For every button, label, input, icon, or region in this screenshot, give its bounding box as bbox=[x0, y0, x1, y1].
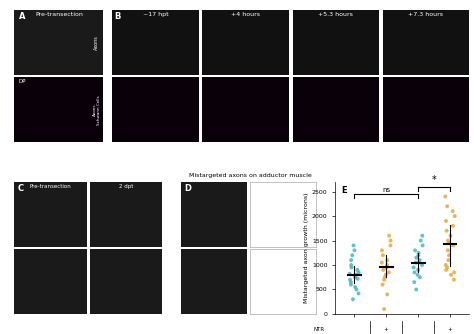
Point bbox=[442, 262, 449, 268]
Text: E: E bbox=[342, 186, 347, 195]
Point bbox=[449, 243, 457, 248]
Point bbox=[450, 270, 458, 275]
Text: Axons: Axons bbox=[94, 35, 99, 50]
Point bbox=[416, 275, 424, 280]
Point bbox=[419, 243, 427, 248]
Text: +5.3 hours: +5.3 hours bbox=[319, 12, 353, 17]
Point bbox=[447, 233, 454, 238]
Text: ns: ns bbox=[382, 187, 390, 193]
Point bbox=[410, 280, 418, 285]
Point bbox=[442, 194, 449, 199]
Point bbox=[380, 267, 387, 273]
Text: +7.3 hours: +7.3 hours bbox=[409, 12, 444, 17]
Point bbox=[450, 277, 458, 282]
Point bbox=[347, 262, 355, 268]
Point bbox=[443, 228, 450, 233]
Point bbox=[445, 258, 452, 263]
Point bbox=[383, 265, 390, 270]
Point bbox=[410, 265, 418, 270]
Point bbox=[381, 275, 389, 280]
Text: C: C bbox=[18, 184, 24, 193]
Text: Mistargeted axons on adductor muscle: Mistargeted axons on adductor muscle bbox=[189, 173, 312, 178]
Text: *: * bbox=[432, 175, 437, 185]
Point bbox=[352, 272, 360, 278]
Text: B: B bbox=[114, 12, 120, 21]
Point bbox=[347, 265, 355, 270]
Point bbox=[419, 233, 426, 238]
Point bbox=[350, 243, 357, 248]
Point bbox=[351, 248, 358, 253]
Text: Pre-transection: Pre-transection bbox=[35, 12, 83, 17]
Text: Axons
Schwann Cells: Axons Schwann Cells bbox=[92, 95, 101, 125]
Point bbox=[385, 270, 392, 275]
Text: NTR: NTR bbox=[313, 327, 324, 332]
Point bbox=[412, 260, 419, 265]
Y-axis label: Mistargeted axon growth (microns): Mistargeted axon growth (microns) bbox=[304, 193, 309, 303]
Point bbox=[354, 267, 361, 273]
Text: Pre-transection: Pre-transection bbox=[29, 184, 71, 189]
Text: +4 hours: +4 hours bbox=[231, 12, 260, 17]
Text: D: D bbox=[184, 184, 191, 193]
Text: ~17 hpt: ~17 hpt bbox=[143, 12, 168, 17]
Point bbox=[383, 262, 391, 268]
Point bbox=[351, 284, 359, 290]
Point bbox=[349, 297, 357, 302]
Text: Control: Control bbox=[0, 205, 4, 223]
Point bbox=[444, 248, 452, 253]
Point bbox=[379, 253, 387, 258]
Point bbox=[355, 291, 362, 296]
Point bbox=[378, 260, 385, 265]
Point bbox=[383, 258, 391, 263]
Point bbox=[444, 238, 452, 243]
Point bbox=[351, 275, 359, 280]
Point bbox=[445, 253, 453, 258]
Point bbox=[385, 233, 393, 238]
Point bbox=[451, 213, 458, 219]
Point bbox=[354, 276, 362, 281]
Point bbox=[387, 238, 394, 243]
Point bbox=[348, 253, 356, 258]
Point bbox=[416, 258, 423, 263]
Text: Ronidazole: Ronidazole bbox=[164, 268, 169, 295]
Point bbox=[355, 270, 363, 275]
Point bbox=[417, 238, 425, 243]
Point bbox=[418, 262, 426, 268]
Point bbox=[447, 272, 455, 278]
Point bbox=[442, 218, 450, 224]
Text: Control: Control bbox=[164, 205, 169, 223]
Point bbox=[442, 267, 450, 273]
Point bbox=[443, 265, 451, 270]
Point bbox=[380, 277, 388, 282]
Point bbox=[411, 248, 419, 253]
Point bbox=[380, 306, 388, 312]
Point bbox=[410, 270, 418, 275]
Text: +: + bbox=[384, 327, 389, 332]
Point bbox=[346, 271, 354, 277]
Point bbox=[383, 292, 391, 297]
Point bbox=[353, 287, 360, 292]
Point bbox=[347, 282, 355, 287]
Point bbox=[346, 277, 354, 282]
Point bbox=[387, 243, 394, 248]
Point bbox=[412, 287, 420, 292]
Text: DP: DP bbox=[18, 79, 26, 84]
Text: +: + bbox=[448, 327, 453, 332]
Point bbox=[347, 280, 355, 285]
Point bbox=[412, 255, 420, 260]
Point bbox=[415, 253, 422, 258]
Text: A: A bbox=[18, 12, 25, 21]
Point bbox=[449, 208, 456, 214]
Point bbox=[415, 250, 422, 256]
Point bbox=[449, 223, 457, 228]
Point bbox=[443, 204, 451, 209]
Text: 2 dpt: 2 dpt bbox=[118, 184, 133, 189]
Point bbox=[414, 267, 422, 273]
Point bbox=[382, 272, 390, 278]
Point bbox=[445, 240, 453, 246]
Text: Ronidazole: Ronidazole bbox=[0, 268, 4, 295]
Point bbox=[414, 272, 421, 278]
Point bbox=[378, 248, 386, 253]
Point bbox=[347, 258, 355, 263]
Point bbox=[379, 282, 386, 287]
